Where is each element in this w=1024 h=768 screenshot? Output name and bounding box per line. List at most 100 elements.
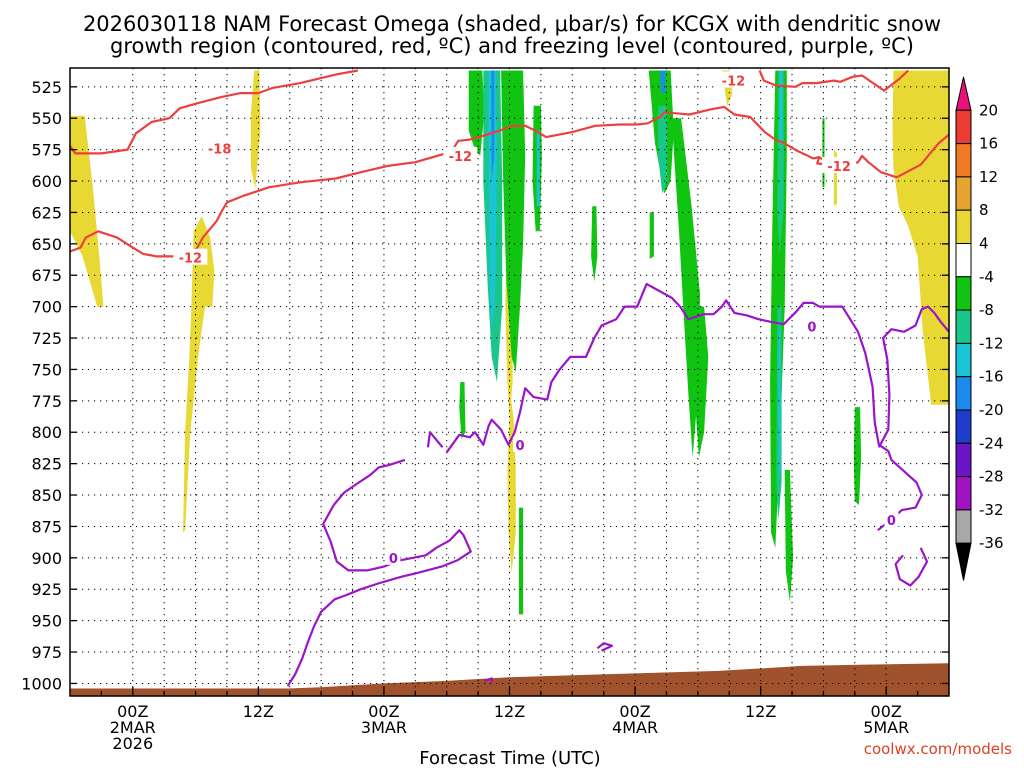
omega-region-7 xyxy=(892,70,949,405)
colorbar-label-6: -8 xyxy=(979,301,994,319)
omega-region-29 xyxy=(778,331,781,470)
freezing-contour-6 xyxy=(877,305,950,448)
y-axis-ticks: 525 550 575 600 625 650 675 700 725 750 775 800 825 8… xyxy=(21,78,949,693)
colorbar-label-12: -32 xyxy=(979,501,1004,519)
freezing-contour-label-3: 0 xyxy=(887,514,896,529)
colorbar-band-10 xyxy=(955,409,972,444)
y-tick-label-2: 575 xyxy=(31,141,62,160)
omega-region-21 xyxy=(853,407,862,506)
y-tick-label-8: 725 xyxy=(31,329,62,348)
y-tick-label-17: 950 xyxy=(31,612,62,631)
freezing-contour-5 xyxy=(894,547,929,587)
omega-region-9 xyxy=(501,70,526,372)
x-tick-label-0-1: 2MAR xyxy=(110,718,156,737)
x-axis-title: Forecast Time (UTC) xyxy=(419,748,600,768)
omega-region-8 xyxy=(468,70,485,156)
dendritic-label-bg-0 xyxy=(202,139,237,156)
freezing-contour-2 xyxy=(426,431,444,449)
dendritic-contour-2 xyxy=(758,69,909,92)
colorbar-band-4 xyxy=(955,209,972,244)
omega-region-13 xyxy=(591,206,598,282)
omega-colorbar: 20 16 12 8 4 -4 -8 -12 -16 -20 -24 -28 -32 -36 xyxy=(955,76,1004,581)
dendritic-contour-0 xyxy=(69,69,358,155)
colorbar-band-7 xyxy=(955,309,972,344)
freezing-contour-0 xyxy=(445,282,923,532)
omega-region-16 xyxy=(671,118,700,458)
omega-region-14 xyxy=(649,212,654,259)
x-tick-label-2-1: 3MAR xyxy=(361,718,407,737)
dendritic-label-bg-1 xyxy=(443,146,478,163)
colorbar-label-5: -4 xyxy=(979,268,994,286)
y-tick-label-12: 825 xyxy=(31,455,62,474)
grid-layer xyxy=(70,68,949,696)
colorbar-label-11: -28 xyxy=(979,468,1004,486)
x-tick-label-6-1: 5MAR xyxy=(863,718,909,737)
dendritic-label-bg-4 xyxy=(822,156,857,173)
x-tick-label-0-2: 2026 xyxy=(112,734,153,753)
x-tick-label-0-0: 00Z xyxy=(117,702,148,721)
dendritic-contour-label-0: -18 xyxy=(208,142,232,157)
colorbar-label-9: -20 xyxy=(979,401,1004,419)
colorbar-label-8: -16 xyxy=(979,368,1004,386)
y-tick-label-1: 550 xyxy=(31,109,62,128)
colorbar-label-0: 20 xyxy=(979,101,998,119)
credit-text: coolwx.com/models xyxy=(864,740,1012,758)
colorbar-band-11 xyxy=(955,442,972,478)
colorbar-band-12 xyxy=(955,476,972,511)
omega-region-28 xyxy=(779,70,783,144)
y-tick-label-0: 525 xyxy=(31,78,62,97)
freezing-contour-1 xyxy=(286,458,472,687)
dendritic-label-bg-3 xyxy=(716,71,751,88)
omega-region-2 xyxy=(251,70,261,189)
omega-region-1 xyxy=(183,216,215,533)
dendritic-contour-label-1: -12 xyxy=(449,150,473,165)
y-tick-label-5: 650 xyxy=(31,235,62,254)
colorbar-band-1 xyxy=(955,109,972,145)
x-tick-label-2-0: 00Z xyxy=(368,702,399,721)
x-tick-label-6-0: 00Z xyxy=(871,702,902,721)
colorbar-band-6 xyxy=(955,276,972,311)
y-tick-label-4: 625 xyxy=(31,203,62,222)
omega-region-23 xyxy=(658,105,668,194)
y-tick-label-6: 675 xyxy=(31,266,62,285)
freezing-label-bg-2 xyxy=(804,318,819,334)
y-tick-label-11: 800 xyxy=(31,423,62,442)
omega-region-31 xyxy=(660,70,666,94)
colorbar-band-8 xyxy=(955,342,972,378)
colorbar-band-0 xyxy=(955,76,972,111)
chart-title-line-2: growth region (contoured, red, ºC) and f… xyxy=(110,34,914,58)
colorbar-band-3 xyxy=(955,176,972,211)
freezing-contour-label-1: 0 xyxy=(515,439,524,454)
terrain-fill xyxy=(70,663,949,696)
x-tick-label-4-1: 4MAR xyxy=(612,718,658,737)
freezing-label-bg-0 xyxy=(386,549,401,565)
x-tick-label-3-0: 12Z xyxy=(494,702,525,721)
omega-region-11 xyxy=(459,382,466,439)
omega-region-26 xyxy=(488,70,497,332)
dendritic-contour-label-3: -12 xyxy=(722,75,746,90)
colorbar-band-5 xyxy=(955,243,972,278)
y-tick-label-10: 775 xyxy=(31,392,62,411)
freezing-contour-label-0: 0 xyxy=(389,552,398,567)
colorbar-band-14 xyxy=(955,542,972,581)
omega-region-12 xyxy=(518,507,524,615)
colorbar-band-13 xyxy=(955,509,972,544)
colorbar-label-7: -12 xyxy=(979,334,1004,352)
freezing-contour-3 xyxy=(596,642,614,652)
x-tick-label-5-0: 12Z xyxy=(745,702,776,721)
omega-region-30 xyxy=(491,70,495,181)
y-tick-label-16: 925 xyxy=(31,580,62,599)
freezing-label-bg-3 xyxy=(884,512,899,528)
freezing-label-bg-1 xyxy=(512,436,527,452)
colorbar-band-2 xyxy=(955,143,972,178)
y-tick-label-3: 600 xyxy=(31,172,62,191)
x-tick-label-1-0: 12Z xyxy=(243,702,274,721)
y-tick-label-18: 975 xyxy=(31,643,62,662)
colorbar-label-13: -36 xyxy=(979,534,1004,552)
y-tick-label-19: 1000 xyxy=(21,674,62,693)
y-tick-label-7: 700 xyxy=(31,298,62,317)
dendritic-label-bg-2 xyxy=(173,248,208,265)
contour-layer: -18 -12 -12 -12 -12 0 0 0 0 xyxy=(69,69,950,687)
x-tick-label-4-0: 00Z xyxy=(619,702,650,721)
